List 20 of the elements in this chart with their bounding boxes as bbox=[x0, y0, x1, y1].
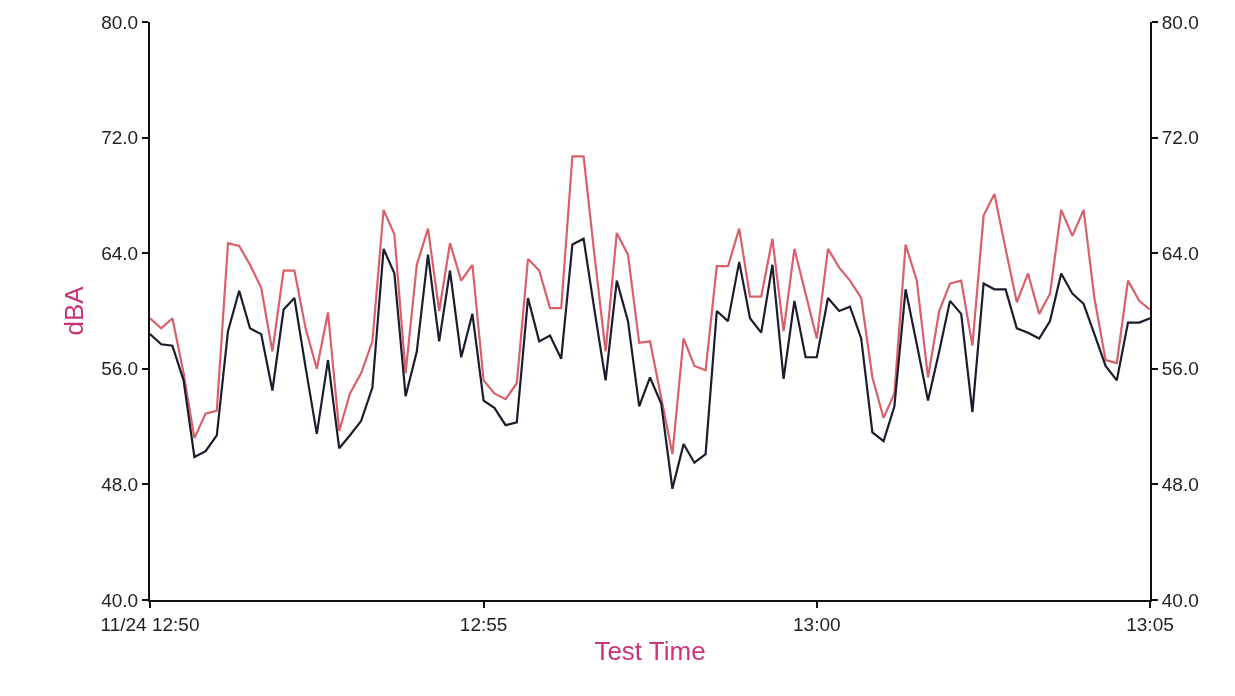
y2-tick-label: 72.0 bbox=[1161, 127, 1199, 149]
x-tick-label: 13:05 bbox=[1126, 613, 1174, 635]
line-series bbox=[150, 155, 1150, 456]
y-tick-label: 56.0 bbox=[101, 358, 139, 380]
y-axis-title: dBA bbox=[59, 285, 90, 336]
y2-tick-label: 40.0 bbox=[1161, 589, 1199, 611]
line-series bbox=[150, 237, 1150, 490]
x-tick-label: 11/24 12:50 bbox=[100, 613, 200, 635]
y2-tick-label: 48.0 bbox=[1161, 474, 1199, 496]
x-tick-label: 12:55 bbox=[459, 613, 508, 635]
y-tick-label: 48.0 bbox=[101, 474, 139, 496]
y-tick-label: 80.0 bbox=[101, 11, 139, 33]
x-axis-title: Test Time bbox=[594, 636, 706, 666]
y2-tick-label: 80.0 bbox=[1161, 11, 1199, 33]
y-tick-label: 72.0 bbox=[101, 127, 139, 149]
y2-tick-label: 64.0 bbox=[1161, 242, 1199, 264]
y-tick-label: 64.0 bbox=[101, 242, 139, 264]
y-tick-label: 40.0 bbox=[101, 589, 139, 611]
x-tick-label: 13:00 bbox=[793, 613, 841, 635]
y2-tick-label: 56.0 bbox=[1161, 358, 1199, 380]
